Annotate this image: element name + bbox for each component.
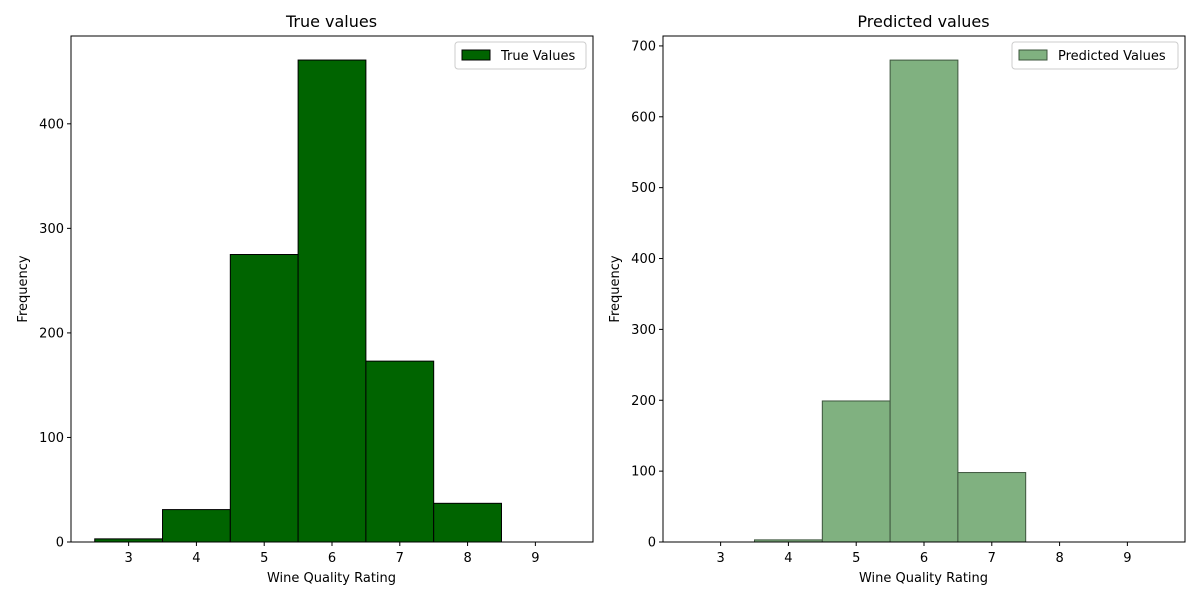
true-y-tick-label: 0: [56, 536, 64, 551]
predicted-legend: Predicted Values: [1011, 41, 1179, 70]
true-x-tick-label: 3: [124, 551, 132, 566]
predicted-x-ticks: 3 4 5 6 7 8 9: [716, 542, 1132, 566]
predicted-values-chart: Predicted values 3 4 5 6 7 8 9 0 100 200 300 400 50…: [608, 12, 1186, 586]
predicted-x-tick-label: 4: [784, 551, 792, 566]
true-legend: True Values: [454, 41, 587, 70]
true-legend-swatch: [461, 49, 491, 61]
predicted-x-tick-label: 3: [716, 551, 724, 566]
true-y-tick-label: 100: [39, 431, 64, 446]
true-bar: [162, 509, 231, 543]
predicted-legend-label: Predicted Values: [1058, 49, 1166, 64]
predicted-y-axis-label: Frequency: [608, 255, 623, 322]
true-values-chart: True values 3 4 5 6 7 8 9 0 100 200 300 400 Wine Q…: [16, 12, 594, 586]
predicted-y-tick-label: 400: [631, 252, 656, 267]
true-bar: [433, 502, 502, 543]
true-x-axis-label: Wine Quality Rating: [267, 571, 396, 586]
predicted-x-tick-label: 9: [1123, 551, 1131, 566]
true-y-ticks: 0 100 200 300 400: [39, 117, 71, 551]
true-x-ticks: 3 4 5 6 7 8 9: [124, 542, 540, 566]
true-bar: [365, 360, 435, 543]
true-bar: [297, 59, 367, 543]
predicted-x-tick-label: 5: [852, 551, 860, 566]
predicted-y-tick-label: 300: [631, 323, 656, 338]
predicted-plot-frame: [662, 35, 1186, 543]
predicted-y-tick-label: 700: [631, 39, 656, 54]
predicted-x-tick-label: 7: [988, 551, 996, 566]
true-y-axis-label: Frequency: [16, 255, 31, 322]
predicted-bar: [821, 400, 891, 543]
predicted-y-tick-label: 200: [631, 394, 656, 409]
predicted-chart-title: Predicted values: [857, 12, 989, 31]
predicted-y-tick-label: 100: [631, 465, 656, 480]
true-bars: [94, 59, 502, 543]
predicted-legend-swatch: [1018, 49, 1048, 61]
true-x-tick-label: 8: [463, 551, 471, 566]
predicted-bar: [957, 472, 1027, 543]
predicted-y-tick-label: 500: [631, 181, 656, 196]
true-chart-title: True values: [285, 12, 377, 31]
predicted-bars: [754, 59, 1027, 543]
true-legend-box: [454, 41, 587, 70]
predicted-legend-box: [1011, 41, 1179, 70]
true-legend-label: True Values: [500, 49, 575, 64]
true-y-tick-label: 300: [39, 222, 64, 237]
predicted-y-ticks: 0 100 200 300 400 500 600 700: [631, 39, 663, 551]
true-y-tick-label: 200: [39, 326, 64, 341]
predicted-y-tick-label: 600: [631, 110, 656, 125]
predicted-y-tick-label: 0: [648, 536, 656, 551]
true-x-tick-label: 7: [396, 551, 404, 566]
predicted-x-tick-label: 8: [1055, 551, 1063, 566]
predicted-x-axis-label: Wine Quality Rating: [859, 571, 988, 586]
true-x-tick-label: 6: [328, 551, 336, 566]
predicted-x-tick-label: 6: [920, 551, 928, 566]
predicted-bar: [889, 59, 959, 543]
true-bar: [229, 254, 299, 543]
true-y-tick-label: 400: [39, 117, 64, 132]
true-plot-frame: [70, 35, 594, 543]
true-x-tick-label: 9: [531, 551, 539, 566]
true-x-tick-label: 5: [260, 551, 268, 566]
true-x-tick-label: 4: [192, 551, 200, 566]
